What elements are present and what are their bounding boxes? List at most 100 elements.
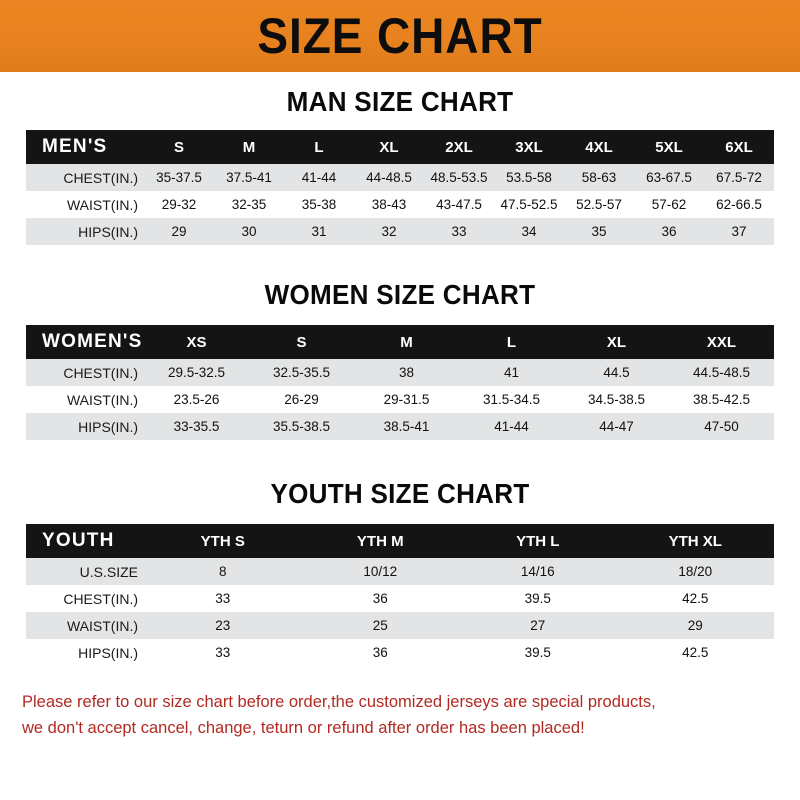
table-cell: 35 (591, 224, 607, 239)
table-header-size: XL (379, 138, 399, 156)
table-cell: 62-66.5 (716, 197, 762, 212)
table-cell: 25 (372, 618, 388, 633)
table-cell: 8 (218, 564, 227, 579)
size-chart-section-men: MAN SIZE CHART MEN'S S M L XL 2XL 3XL 4XL 5XL 6XL C… (0, 72, 800, 261)
table-header-size: L (314, 138, 324, 156)
table-cell: 57-62 (651, 197, 687, 212)
table-cell: 23.5-26 (173, 392, 220, 407)
table-cell: 41-44 (301, 170, 337, 185)
size-chart-section-women: WOMEN SIZE CHART WOMEN'S XS S M L XL XXL CHEST(I… (0, 261, 800, 458)
table-cell: 44-48.5 (366, 170, 412, 185)
size-table-youth: YOUTH YTH S YTH M YTH L YTH XL U.S.SIZE 8 10/12… (26, 524, 774, 666)
table-cell: 33 (215, 591, 231, 606)
table-row-label: HIPS(IN.) (78, 418, 138, 435)
table-cell: 36 (372, 591, 388, 606)
table-cell: 38.5-41 (383, 419, 430, 434)
table-cell: 36 (661, 224, 677, 239)
table-cell: 58-63 (581, 170, 617, 185)
disclaimer-line-1: Please refer to our size chart before or… (22, 693, 656, 711)
table-cell: 52.5-57 (576, 197, 622, 212)
table-header-size: S (296, 333, 307, 351)
table-cell: 18/20 (678, 564, 713, 579)
table-cell: 38-43 (371, 197, 407, 212)
table-cell: 47.5-52.5 (500, 197, 558, 212)
table-row: CHEST(IN.) 33 36 39.5 42.5 (26, 585, 774, 612)
table-cell: 67.5-72 (716, 170, 762, 185)
table-header-label: WOMEN'S (42, 331, 143, 352)
table-header-size: 2XL (445, 138, 473, 156)
table-header-size: XL (606, 333, 627, 351)
table-row-label: HIPS(IN.) (78, 223, 138, 240)
table-cell: 33 (451, 224, 467, 239)
table-cell: 32.5-35.5 (272, 365, 331, 380)
table-cell: 35.5-38.5 (272, 419, 331, 434)
table-row-label: HIPS(IN.) (78, 644, 138, 661)
table-header-size: L (506, 333, 517, 351)
table-header-size: XS (186, 333, 207, 351)
table-cell: 42.5 (682, 645, 709, 660)
table-cell: 41 (503, 365, 520, 380)
table-row: HIPS(IN.) 33 36 39.5 42.5 (26, 639, 774, 666)
table-cell: 29-32 (161, 197, 197, 212)
section-title-youth: YOUTH SIZE CHART (270, 478, 530, 509)
table-row-label: WAIST(IN.) (66, 391, 138, 408)
table-header-size: 4XL (585, 138, 613, 156)
table-cell: 43-47.5 (436, 197, 482, 212)
table-row: WAIST(IN.) 23.5-26 26-29 29-31.5 31.5-34.5 34… (26, 386, 774, 413)
table-cell: 63-67.5 (646, 170, 692, 185)
size-chart-section-youth: YOUTH SIZE CHART YOUTH YTH S YTH M YTH L YTH … (0, 458, 800, 676)
page-banner: SIZE CHART (0, 0, 800, 72)
table-cell: 29-31.5 (383, 392, 430, 407)
table-cell: 47-50 (704, 419, 739, 434)
table-cell: 29 (171, 224, 187, 239)
table-header-row: YOUTH YTH S YTH M YTH L YTH XL (26, 524, 774, 558)
table-header-size: S (173, 138, 184, 156)
table-cell: 36 (372, 645, 388, 660)
table-cell: 26-29 (284, 392, 319, 407)
table-cell: 38 (398, 365, 415, 380)
table-header-size: 6XL (725, 138, 753, 156)
table-row-label: CHEST(IN.) (63, 590, 138, 607)
table-row-label: WAIST(IN.) (66, 196, 138, 213)
table-cell: 10/12 (363, 564, 398, 579)
table-cell: 44.5 (603, 365, 630, 380)
table-header-row: WOMEN'S XS S M L XL XXL (26, 325, 774, 359)
table-cell: 31 (311, 224, 327, 239)
table-row: CHEST(IN.) 29.5-32.5 32.5-35.5 38 41 44.5 44.5… (26, 359, 774, 386)
table-cell: 31.5-34.5 (482, 392, 541, 407)
table-cell: 41-44 (494, 419, 529, 434)
table-cell: 39.5 (524, 591, 551, 606)
table-cell: 32 (381, 224, 397, 239)
section-title-men: MAN SIZE CHART (286, 86, 514, 117)
table-cell: 37.5-41 (226, 170, 272, 185)
table-cell: 30 (241, 224, 257, 239)
disclaimer-line-2: we don't accept cancel, change, teturn o… (22, 718, 585, 737)
table-row-label: CHEST(IN.) (63, 169, 138, 186)
table-header-size: YTH L (516, 532, 560, 550)
table-cell: 14/16 (520, 564, 555, 579)
table-row: WAIST(IN.) 23 25 27 29 (26, 612, 774, 639)
table-cell: 37 (731, 224, 747, 239)
page-title: SIZE CHART (257, 8, 543, 64)
table-header-size: M (242, 138, 256, 156)
table-cell: 27 (530, 618, 546, 633)
table-row: HIPS(IN.) 33-35.5 35.5-38.5 38.5-41 41-44 44-… (26, 413, 774, 440)
table-cell: 44.5-48.5 (692, 365, 751, 380)
table-cell: 29.5-32.5 (167, 365, 226, 380)
table-cell: 35-38 (301, 197, 337, 212)
table-cell: 35-37.5 (156, 170, 202, 185)
table-cell: 39.5 (524, 645, 551, 660)
table-header-row: MEN'S S M L XL 2XL 3XL 4XL 5XL 6XL (26, 130, 774, 164)
disclaimer-note: Please refer to our size chart before or… (0, 690, 800, 741)
table-header-label: MEN'S (42, 136, 108, 157)
table-cell: 42.5 (682, 591, 709, 606)
section-title-women: WOMEN SIZE CHART (264, 279, 536, 310)
table-cell: 29 (687, 618, 703, 633)
table-cell: 34.5-38.5 (587, 392, 646, 407)
table-cell: 32-35 (231, 197, 267, 212)
size-chart-sections: MAN SIZE CHART MEN'S S M L XL 2XL 3XL 4XL 5XL 6XL C… (0, 72, 800, 676)
table-row: WAIST(IN.) 29-32 32-35 35-38 38-43 43-47.5 47.… (26, 191, 774, 218)
size-table-women: WOMEN'S XS S M L XL XXL CHEST(IN.) 29.5-32.5 32.5… (26, 325, 774, 440)
table-header-size: YTH S (200, 532, 245, 550)
table-header-label: YOUTH (42, 530, 115, 551)
